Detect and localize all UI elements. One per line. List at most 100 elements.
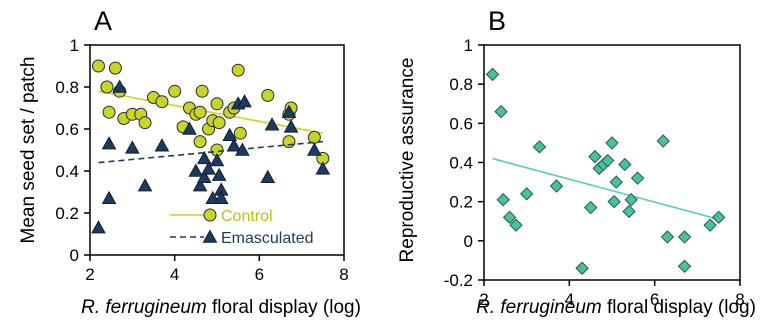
x-axis-title-rest: floral display (log) xyxy=(207,297,361,318)
x-axis-title: R. ferrugineum floral display (log) xyxy=(81,297,361,318)
data-point xyxy=(102,105,116,119)
data-point xyxy=(494,104,508,119)
legend-label: Emasculated xyxy=(221,230,314,247)
legend-label: Control xyxy=(221,208,273,225)
data-point xyxy=(124,140,140,154)
data-point xyxy=(101,190,117,204)
data-point xyxy=(260,169,276,183)
x-tick-label: 2 xyxy=(85,265,94,284)
y-tick-label: 0 xyxy=(464,232,473,251)
data-point xyxy=(677,230,692,244)
data-point xyxy=(630,171,645,185)
y-tick-label: 1 xyxy=(70,36,79,55)
series-main xyxy=(485,67,726,275)
data-point xyxy=(281,104,297,118)
data-point xyxy=(155,95,169,109)
data-point xyxy=(235,142,250,156)
data-point xyxy=(588,149,602,164)
data-point xyxy=(315,161,331,175)
trend-line xyxy=(98,140,323,164)
y-tick-label: 0.8 xyxy=(449,75,473,94)
data-point xyxy=(203,208,217,222)
x-axis-title: R. ferrugineum floral display (log) xyxy=(476,297,756,318)
data-point xyxy=(605,136,619,150)
x-tick-label: 4 xyxy=(170,265,179,284)
x-axis-title-rest: floral display (log) xyxy=(602,297,756,318)
data-point xyxy=(226,138,242,152)
data-point xyxy=(549,179,564,193)
data-point xyxy=(91,220,106,234)
panel-letter: B xyxy=(488,6,506,36)
data-point xyxy=(210,97,224,111)
trend-line xyxy=(98,90,323,134)
data-point xyxy=(154,138,170,152)
data-point xyxy=(519,187,534,201)
data-point xyxy=(233,126,247,140)
data-point xyxy=(575,261,589,275)
y-tick-label: 0.8 xyxy=(55,78,79,97)
data-point xyxy=(502,210,517,225)
data-point xyxy=(182,121,197,135)
data-point xyxy=(618,157,632,172)
y-tick-label: 0.4 xyxy=(449,154,473,173)
data-point xyxy=(108,61,122,75)
data-point xyxy=(583,200,598,215)
y-tick-label: -0.2 xyxy=(444,271,473,290)
panel-b: B -0.2 0 0.2 0.4 0.6 0.8 1 2 4 6 8 Reproductive assu… xyxy=(397,6,756,318)
data-point xyxy=(601,153,615,168)
y-axis-title: Mean seed set / patch xyxy=(18,57,39,244)
data-point xyxy=(193,135,207,149)
data-point xyxy=(196,169,212,183)
data-point xyxy=(168,84,182,98)
data-point xyxy=(282,135,296,149)
y-tick-label: 0 xyxy=(70,246,79,265)
data-point xyxy=(237,94,252,108)
data-point xyxy=(101,136,117,150)
data-point xyxy=(485,67,500,82)
series-emasculated xyxy=(91,79,331,234)
y-tick-label: 0.6 xyxy=(449,114,473,133)
x-tick-label: 6 xyxy=(255,265,264,284)
data-point xyxy=(209,152,225,167)
data-point xyxy=(100,80,114,94)
data-point xyxy=(196,150,212,165)
data-point xyxy=(138,116,152,130)
y-tick-label: 0.2 xyxy=(55,204,79,223)
data-point xyxy=(91,59,105,73)
data-point xyxy=(496,193,510,207)
data-point xyxy=(703,218,717,232)
panel-a: A 0 0.2 0.4 0.6 0.8 1 2 4 6 8 Mean seed set / patch… xyxy=(18,6,361,318)
y-axis-title: Reproductive assurance xyxy=(397,58,418,263)
data-point xyxy=(660,230,675,244)
data-point xyxy=(112,79,127,93)
x-axis-title-species: R. ferrugineum xyxy=(476,297,602,318)
data-point xyxy=(711,210,726,225)
y-tick-label: 0.6 xyxy=(55,120,79,139)
data-point xyxy=(624,193,638,207)
data-point xyxy=(607,194,621,209)
data-point xyxy=(201,161,216,175)
x-axis-title-species: R. ferrugineum xyxy=(81,297,207,318)
data-point xyxy=(656,134,670,148)
x-tick-label: 6 xyxy=(650,290,659,309)
data-point xyxy=(213,190,229,204)
data-point xyxy=(261,88,275,102)
data-point xyxy=(231,63,245,77)
x-tick-label: 8 xyxy=(339,265,348,284)
data-point xyxy=(532,140,547,154)
x-tick-label: 4 xyxy=(565,290,574,309)
data-point xyxy=(307,142,322,156)
x-tick-label: 8 xyxy=(735,290,744,309)
panel-letter: A xyxy=(94,6,112,36)
legend: Control Emasculated xyxy=(170,208,314,247)
x-tick-label: 2 xyxy=(479,290,488,309)
data-point xyxy=(283,119,299,133)
y-tick-label: 0.4 xyxy=(55,162,79,181)
data-point xyxy=(211,167,227,181)
data-point xyxy=(677,259,692,273)
data-point xyxy=(195,84,209,98)
data-point xyxy=(137,178,153,192)
data-point xyxy=(609,175,623,189)
data-point xyxy=(222,127,238,141)
